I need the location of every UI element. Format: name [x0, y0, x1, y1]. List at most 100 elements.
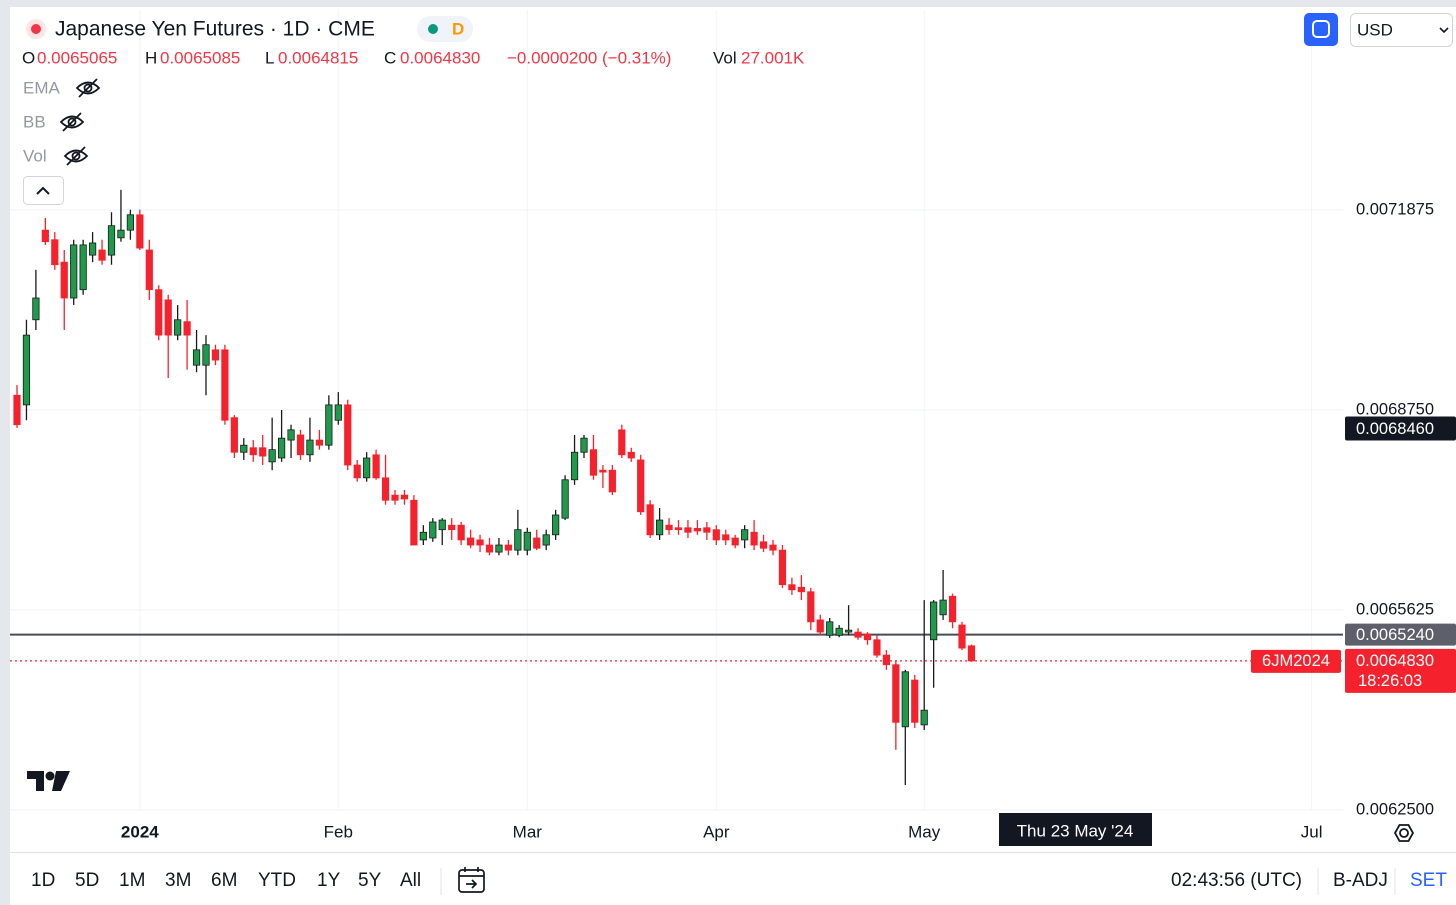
candle-body — [419, 531, 427, 541]
candle-body — [155, 289, 163, 336]
candle-body — [51, 239, 59, 266]
candle-body — [429, 521, 437, 539]
candle-body — [296, 434, 305, 456]
candle-body — [958, 624, 966, 649]
candle-body — [778, 549, 787, 586]
eye-off-icon[interactable] — [63, 146, 89, 166]
range-button[interactable]: 1D — [31, 870, 55, 891]
legend-value: 27.001K — [741, 48, 805, 67]
range-button[interactable]: All — [400, 870, 421, 891]
y-tick-label: 0.0071875 — [1356, 200, 1434, 218]
candle-body — [845, 629, 853, 633]
range-button[interactable]: YTD — [258, 870, 296, 891]
range-button[interactable]: 6M — [211, 870, 237, 891]
x-tick-label: Feb — [324, 822, 353, 841]
range-button[interactable]: 3M — [165, 870, 191, 891]
goto-date-icon[interactable] — [458, 867, 485, 893]
status-dot — [31, 24, 41, 34]
candle-body — [391, 494, 399, 501]
candle-body — [674, 527, 683, 531]
candle-body — [344, 404, 352, 466]
badge-label: D — [452, 19, 464, 38]
candle-body — [41, 229, 49, 243]
crosshair-date-box — [999, 813, 1152, 846]
top-strip — [0, 0, 1456, 7]
range-button[interactable]: 1Y — [317, 870, 341, 891]
indicator-label[interactable]: Vol — [23, 146, 47, 165]
adjustment-toggle[interactable]: B-ADJ — [1333, 870, 1388, 891]
session-toggle[interactable]: SET — [1410, 870, 1447, 891]
select-chevron — [1439, 27, 1449, 34]
eye-off-icon[interactable] — [59, 112, 85, 132]
eye-off-icon[interactable] — [75, 78, 101, 98]
last-price-box — [1345, 648, 1456, 693]
x-tick-label: May — [908, 822, 941, 841]
candle-body — [788, 584, 796, 591]
symbol-box — [1251, 649, 1341, 673]
legend-key: Vol — [713, 48, 737, 67]
candle-body — [920, 709, 928, 726]
candle-body — [107, 225, 116, 256]
range-button[interactable]: 5D — [75, 870, 99, 891]
candle-body — [656, 519, 664, 536]
range-bar: 1D 5D 1M 3M 6M YTD 1Y 5Y All — [31, 870, 421, 891]
candle-body — [145, 249, 153, 291]
candle-body — [523, 531, 531, 551]
candle-body — [542, 534, 550, 546]
candle-body — [315, 439, 324, 446]
candle-body — [561, 479, 569, 519]
legend-value: 0.0064815 — [278, 48, 358, 67]
candle-body — [202, 344, 210, 366]
last-price-label: 0.0064830 — [1356, 652, 1434, 670]
candle-body — [967, 645, 976, 662]
candle-body — [948, 595, 957, 623]
clock[interactable]: 02:43:56 (UTC) — [1171, 870, 1302, 891]
range-button[interactable]: 5Y — [358, 870, 382, 891]
candle-body — [797, 586, 805, 593]
candle-body — [164, 299, 172, 336]
candle-body — [608, 469, 616, 493]
range-button[interactable]: 1M — [119, 870, 145, 891]
currency-select[interactable] — [1350, 13, 1453, 47]
indicator-label[interactable]: EMA — [23, 78, 61, 97]
candle-body — [230, 417, 238, 453]
candle-body — [552, 514, 560, 536]
layout-button[interactable] — [1304, 13, 1338, 46]
candle-body — [873, 639, 881, 656]
candle-body — [637, 459, 645, 513]
x-tick-label: Jul — [1301, 822, 1323, 841]
candle-body — [570, 451, 579, 481]
symbol-title: Japanese Yen Futures · 1D · CME — [55, 18, 375, 41]
candle-body — [835, 627, 843, 636]
badge[interactable] — [417, 16, 473, 42]
left-strip — [0, 0, 10, 905]
indicator-label[interactable]: BB — [23, 112, 46, 131]
candle-body — [70, 244, 78, 299]
legend-key: C — [384, 48, 396, 67]
candle-body — [240, 444, 248, 453]
candle-body — [136, 214, 144, 249]
symbol-label: 6JM2024 — [1262, 652, 1330, 670]
collapse-button[interactable] — [23, 176, 64, 205]
candle-body — [741, 529, 749, 541]
candle-body — [249, 447, 257, 456]
candle-body — [466, 537, 475, 546]
legend-key: H — [145, 48, 157, 67]
y-tick-label: 0.0062500 — [1356, 800, 1434, 818]
settings-icon[interactable] — [1393, 824, 1415, 842]
candle-body — [533, 537, 541, 549]
candle-body — [79, 244, 87, 291]
candle-body — [892, 664, 900, 723]
candle-body — [259, 447, 267, 457]
candle-body — [211, 349, 220, 361]
currency-label: USD — [1357, 20, 1393, 39]
candle-body — [939, 599, 947, 616]
candle-body — [618, 429, 626, 456]
candle-body — [485, 544, 494, 553]
candle-body — [826, 621, 834, 636]
legend-change: −0.0000200 (−0.31%) — [507, 48, 671, 67]
candle-body — [325, 404, 333, 446]
